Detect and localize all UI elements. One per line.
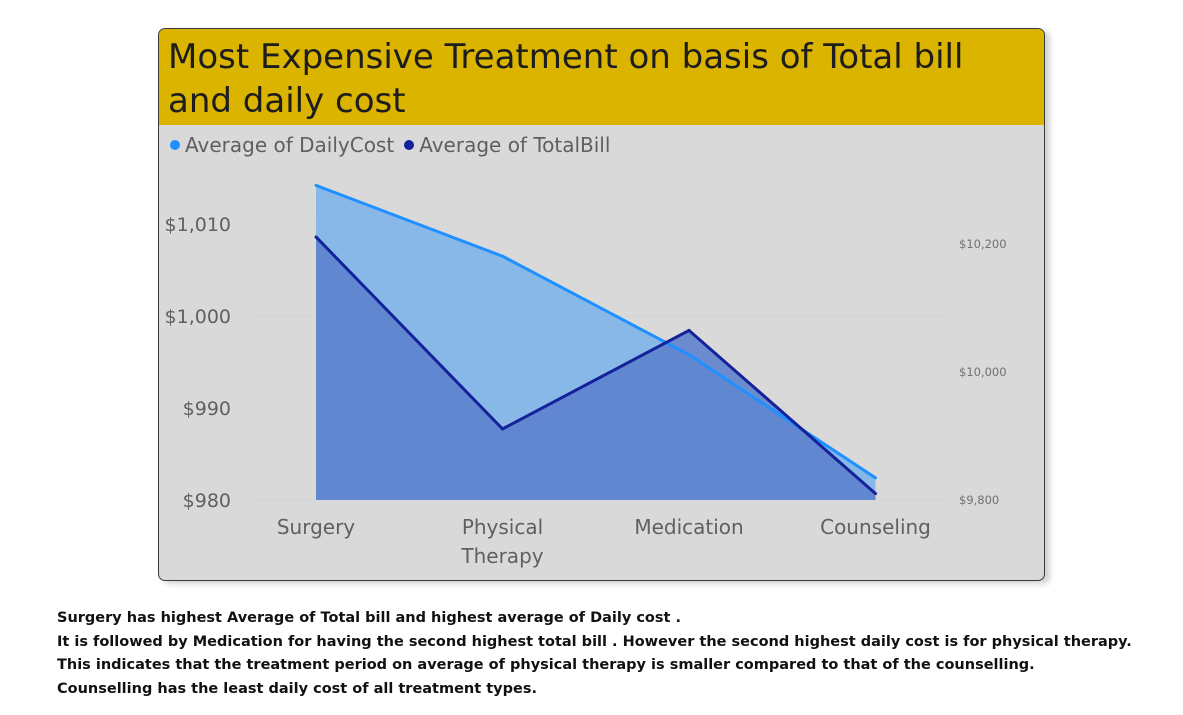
narrative-line: This indicates that the treatment period… (57, 657, 1035, 673)
x-tick-label: Surgery (277, 515, 355, 539)
x-tick-label: Physical (462, 515, 543, 539)
chart-card: Most Expensive Treatment on basis of Tot… (158, 28, 1045, 581)
narrative-line: It is followed by Medication for having … (57, 633, 1132, 650)
title-bar: Most Expensive Treatment on basis of Tot… (159, 29, 1044, 125)
x-tick-label: Medication (634, 515, 743, 539)
narrative-line: Surgery has highest Average of Total bil… (57, 610, 682, 626)
narrative-line: Counselling has the least daily cost of … (57, 680, 537, 697)
total-bill-point (874, 492, 877, 496)
daily-cost-line (315, 183, 877, 480)
daily-cost-point (501, 254, 504, 258)
legend-label-daily-cost: Average of DailyCost (185, 133, 395, 157)
y-left-tick-label: $1,000 (165, 306, 231, 328)
legend-label-total-bill: Average of TotalBill (419, 133, 611, 157)
y-left-tick-label: $980 (183, 490, 231, 512)
y-left-tick-label: $1,010 (165, 214, 231, 236)
daily-cost-point (687, 353, 691, 357)
legend-marker-total-bill (404, 140, 415, 150)
y-right-tick-label: $10,000 (959, 365, 1007, 379)
x-tick-label: Counseling (820, 515, 931, 539)
total-bill-point (687, 328, 691, 332)
legend-marker-daily-cost (170, 140, 180, 150)
total-bill-point (501, 427, 504, 431)
y-left-tick-label: $990 (183, 398, 231, 420)
x-tick-label: Therapy (460, 544, 543, 568)
daily-cost-point (874, 476, 877, 480)
area-chart: $980 $990 $1,000 $1,010 $9,800 $10,000 $10,200… (165, 183, 1007, 568)
total-bill-point (314, 235, 318, 239)
chart-legend: Average of DailyCost Average of TotalBil… (170, 133, 620, 157)
y-right-tick-label: $10,200 (959, 237, 1007, 251)
y-right-tick-label: $9,800 (959, 493, 999, 507)
chart-title: Most Expensive Treatment on basis of Tot… (168, 37, 964, 121)
legend-item-total-bill[interactable]: Average of TotalBill (404, 133, 610, 157)
total-bill-area (316, 236, 876, 500)
total-bill-line (314, 235, 877, 495)
narrative-text: Surgery has highest Average of Total bil… (57, 607, 1132, 701)
legend-item-daily-cost[interactable]: Average of DailyCost (170, 133, 394, 157)
daily-cost-point (314, 183, 318, 187)
